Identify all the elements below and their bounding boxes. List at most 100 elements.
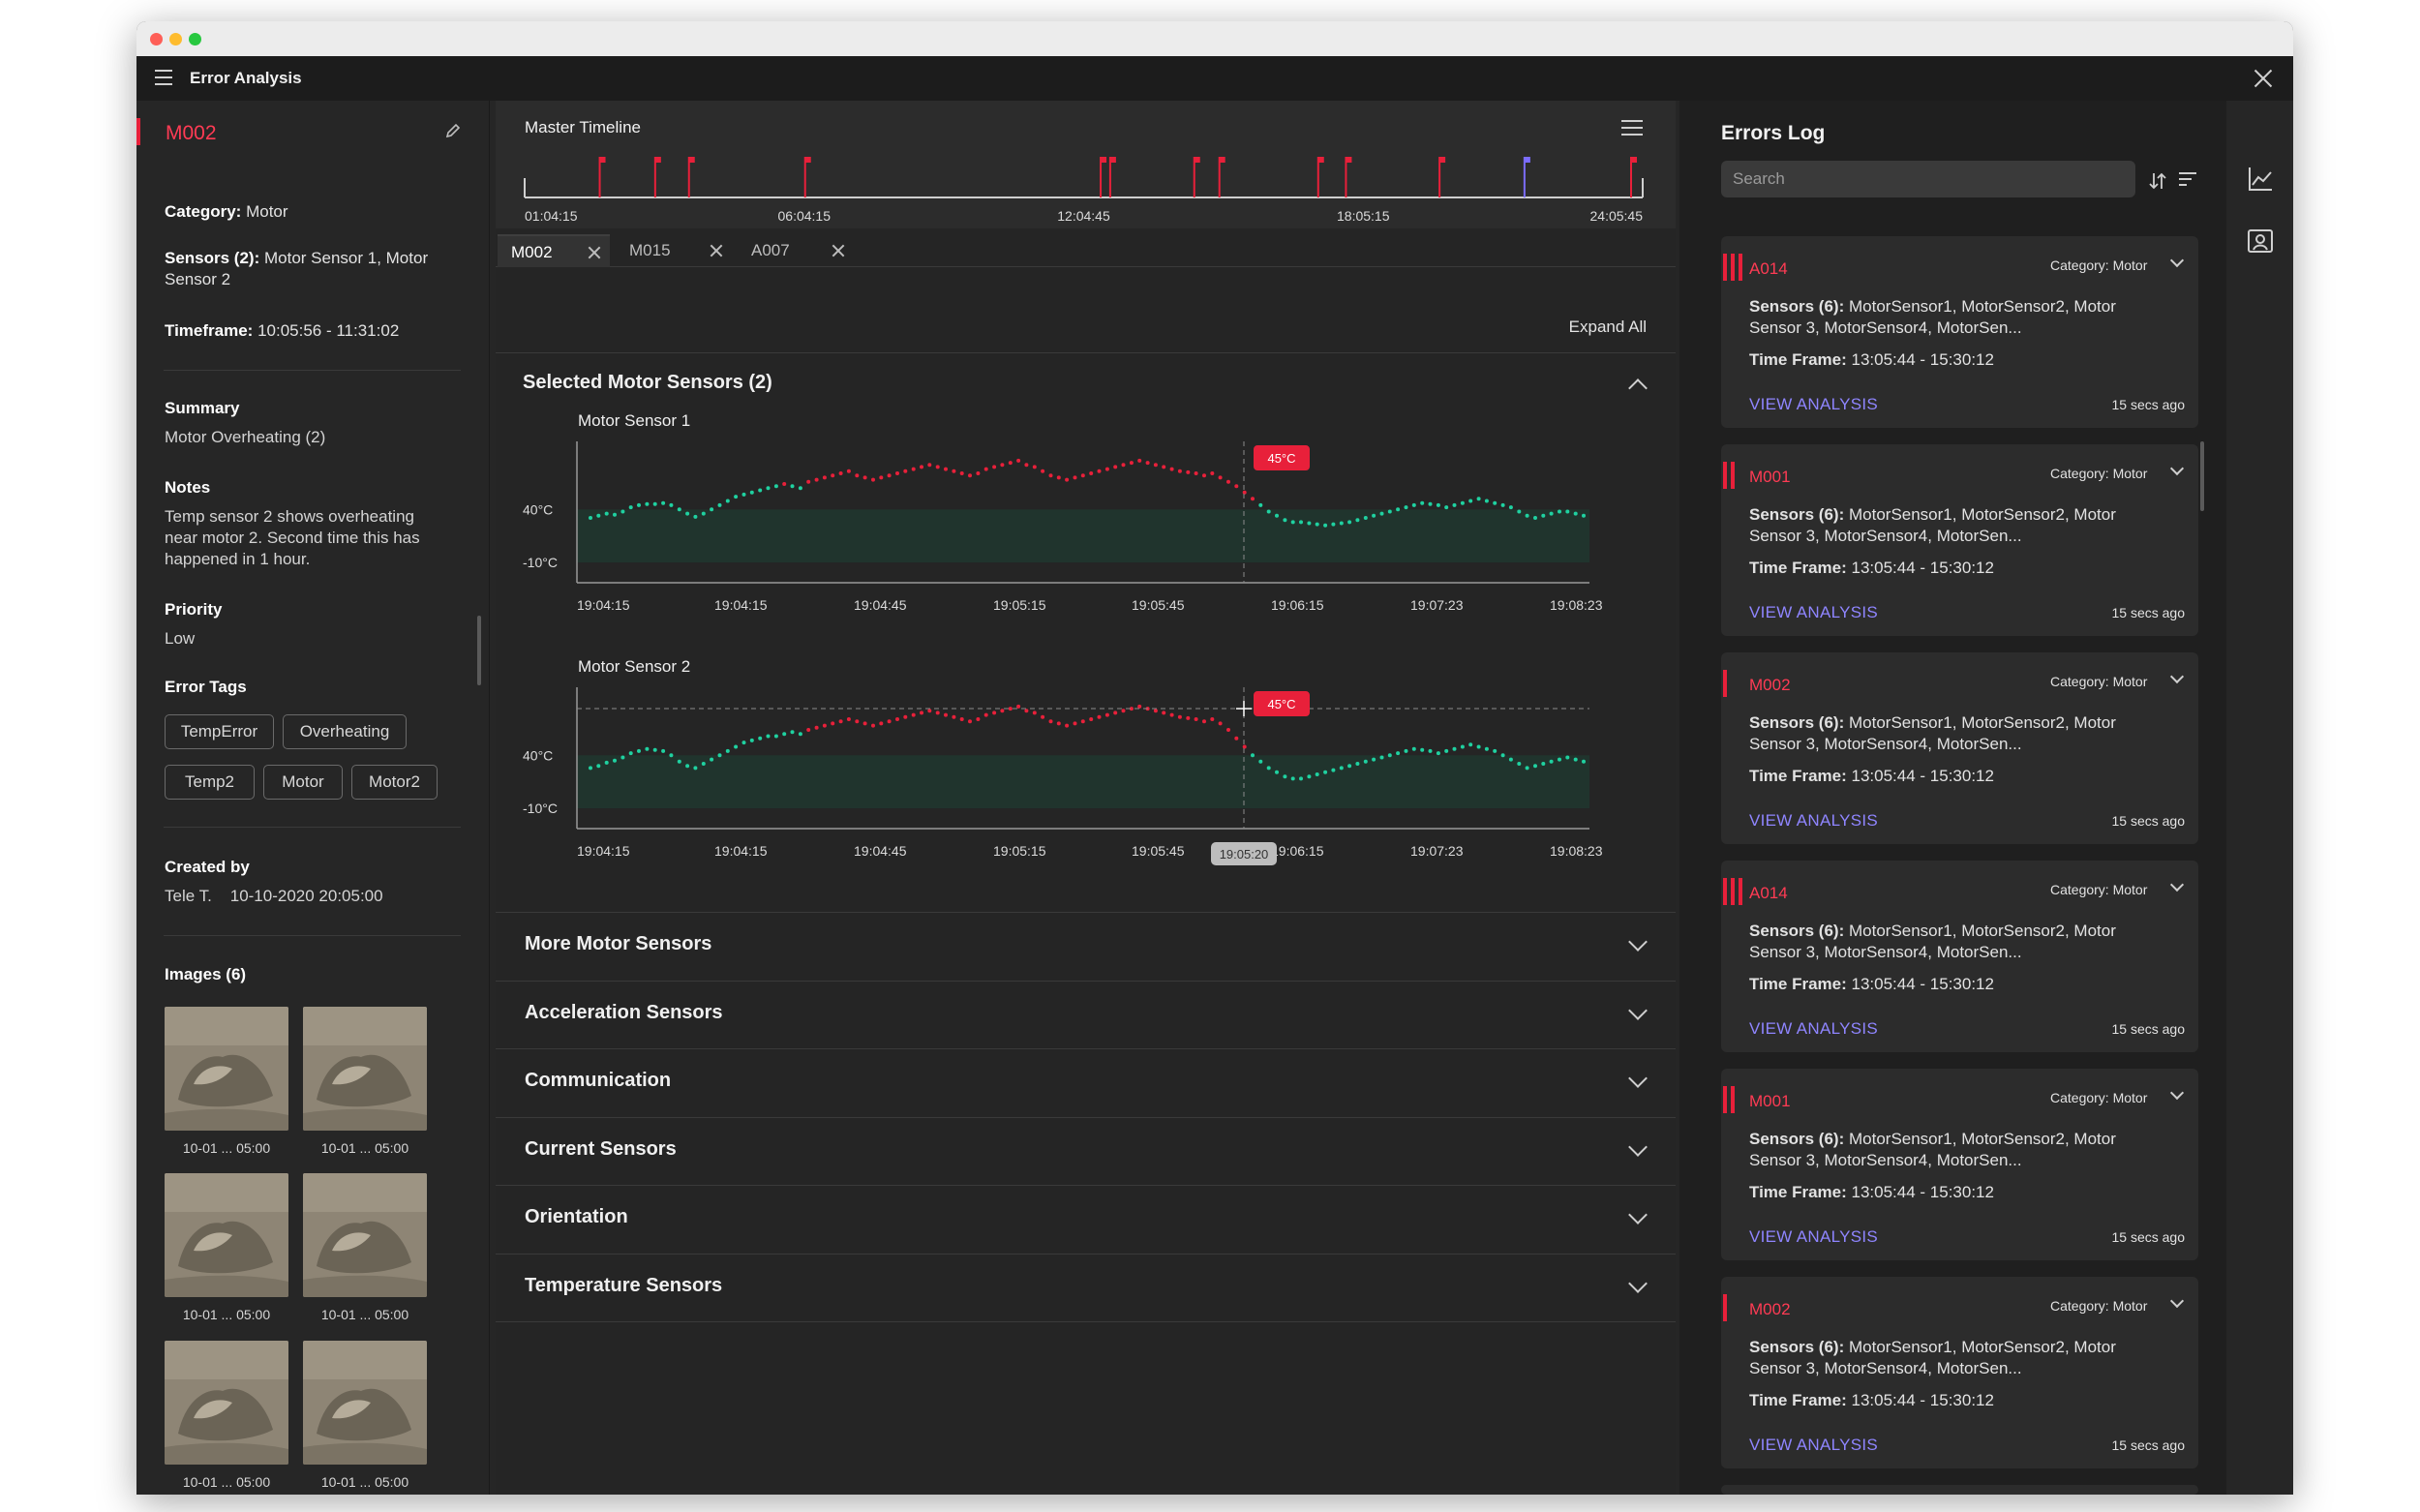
chevron-up-icon[interactable] [1628,378,1648,398]
collapsible-section[interactable]: Temperature Sensors [496,1254,1676,1322]
image-thumbnail[interactable] [165,1173,288,1297]
view-analysis-link[interactable]: VIEW ANALYSIS [1749,1227,1879,1246]
chevron-down-icon[interactable] [1628,1000,1648,1020]
view-analysis-link[interactable]: VIEW ANALYSIS [1749,811,1879,830]
data-point [920,465,923,469]
motor-sensor-2-chart[interactable]: Motor Sensor 2 40°C -10°C 19:04:15 19:04:15 1… [496,656,1676,898]
sort-icon[interactable] [2147,170,2168,192]
tab-close-icon[interactable] [709,243,724,258]
timeline-track[interactable]: 01:04:15 06:04:15 12:04:45 18:05:15 24:05:45 [496,139,1676,228]
collapsible-section[interactable]: Current Sensors [496,1117,1676,1186]
app-title: Error Analysis [190,69,302,87]
data-point [1129,461,1134,466]
timeline-error-flag[interactable] [1523,157,1530,197]
motor-sensor-1-chart[interactable]: Motor Sensor 1 40°C -10°C 19:04:15 19:04:15 1… [496,410,1676,643]
created-at: 10-10-2020 20:05:00 [229,887,383,905]
data-point [1041,469,1045,473]
error-log-card[interactable]: A014 Category: Motor Sensors (6): MotorSen… [1721,861,2198,1052]
error-tag[interactable]: Overheating [283,714,407,749]
image-thumbnail[interactable] [165,1007,288,1131]
tab-label: M002 [511,243,553,261]
search-input[interactable] [1721,161,2135,197]
error-tag[interactable]: TempError [165,714,274,749]
chevron-down-icon[interactable] [1628,1136,1648,1157]
error-category: Category: Motor [2050,674,2148,689]
error-log-card[interactable]: M001 Category: Motor Sensors (6): MotorSen… [1721,1069,2198,1260]
chevron-down-icon[interactable] [2169,669,2185,684]
collapsible-section[interactable]: More Motor Sensors [496,912,1676,981]
chart-view-icon[interactable] [2246,165,2275,194]
data-point [1113,465,1118,469]
error-log-card[interactable]: M001 Category: Motor Sensors (6): MotorSen… [1721,444,2198,636]
chevron-down-icon[interactable] [2169,253,2185,268]
chevron-down-icon[interactable] [2169,461,2185,476]
tab-a007[interactable]: A007 [738,234,854,267]
selected-sensors-title[interactable]: Selected Motor Sensors (2) [523,372,772,393]
left-panel-scrollbar[interactable] [477,616,481,685]
view-analysis-link[interactable]: VIEW ANALYSIS [1749,1436,1879,1454]
timeframe-value: 13:05:44 - 15:30:12 [1851,1391,1994,1409]
expand-all-button[interactable]: Expand All [1568,318,1647,336]
tab-m015[interactable]: M015 [616,234,732,267]
timeline-error-flag[interactable] [687,157,695,197]
image-thumbnail[interactable] [303,1173,427,1297]
view-analysis-link[interactable]: VIEW ANALYSIS [1749,603,1879,621]
data-point [1162,465,1166,469]
hamburger-menu-icon[interactable] [155,70,172,85]
chevron-down-icon[interactable] [2169,877,2185,892]
chevron-down-icon[interactable] [1628,1205,1648,1225]
data-point [790,484,795,489]
image-thumbnail[interactable] [303,1341,427,1465]
timeline-error-flag[interactable] [1630,157,1637,197]
errors-log-scrollbar[interactable] [2200,441,2204,511]
image-thumbnail[interactable] [165,1341,288,1465]
timeline-error-flag[interactable] [1108,157,1116,197]
chevron-down-icon[interactable] [1628,932,1648,952]
tab-m002[interactable]: M002 [498,234,610,267]
divider [496,1253,1676,1255]
timeline-error-flag[interactable] [1193,157,1200,197]
data-point [1508,757,1513,762]
timeline-error-flag[interactable] [653,157,661,197]
timeline-error-flag[interactable] [803,157,811,197]
error-log-card[interactable]: A014 Category: Motor Sensors (6): MotorSen… [1721,236,2198,428]
error-tag[interactable]: Temp2 [165,765,255,800]
data-point [976,717,981,721]
data-point [911,467,916,471]
error-tag[interactable]: Motor [263,765,343,800]
timeline-error-flag[interactable] [1438,157,1446,197]
tab-close-icon[interactable] [831,243,846,258]
profile-card-icon[interactable] [2246,227,2275,256]
timeline-error-flag[interactable] [1345,157,1352,197]
timeline-filter-icon[interactable] [1621,120,1643,136]
collapsible-section[interactable]: Orientation [496,1185,1676,1254]
master-timeline[interactable]: Master Timeline 01:04:15 06:04:15 12:04:45… [496,101,1676,228]
timeline-error-flag[interactable] [1316,157,1324,197]
chevron-down-icon[interactable] [1628,1069,1648,1088]
timeline-error-flag[interactable] [598,157,606,197]
tab-close-icon[interactable] [587,245,602,260]
filter-list-icon[interactable] [2179,172,2196,188]
collapsible-section[interactable]: Acceleration Sensors [496,981,1676,1049]
error-tag[interactable]: Motor2 [351,765,438,800]
error-log-card[interactable]: M002 Category: Motor Sensors (6): MotorSen… [1721,652,2198,844]
chevron-down-icon[interactable] [2169,1293,2185,1309]
data-point [862,721,867,726]
window-minimize-dot[interactable] [169,33,182,45]
timeline-error-flag[interactable] [1218,157,1225,197]
chevron-down-icon[interactable] [2169,1085,2185,1101]
data-point [749,738,754,742]
error-log-card[interactable]: M002 Category: Motor Sensors (6): MotorSen… [1721,1277,2198,1468]
window-close-dot[interactable] [150,33,163,45]
chevron-down-icon[interactable] [1628,1273,1648,1293]
window-maximize-dot[interactable] [189,33,201,45]
data-point [1266,509,1271,514]
view-analysis-link[interactable]: VIEW ANALYSIS [1749,395,1879,413]
image-thumbnail[interactable] [303,1007,427,1131]
view-analysis-link[interactable]: VIEW ANALYSIS [1749,1019,1879,1038]
collapsible-section[interactable]: Communication [496,1048,1676,1117]
edit-pencil-icon[interactable] [444,122,462,139]
close-icon[interactable] [2251,66,2276,91]
timeline-error-flag[interactable] [1100,157,1107,197]
